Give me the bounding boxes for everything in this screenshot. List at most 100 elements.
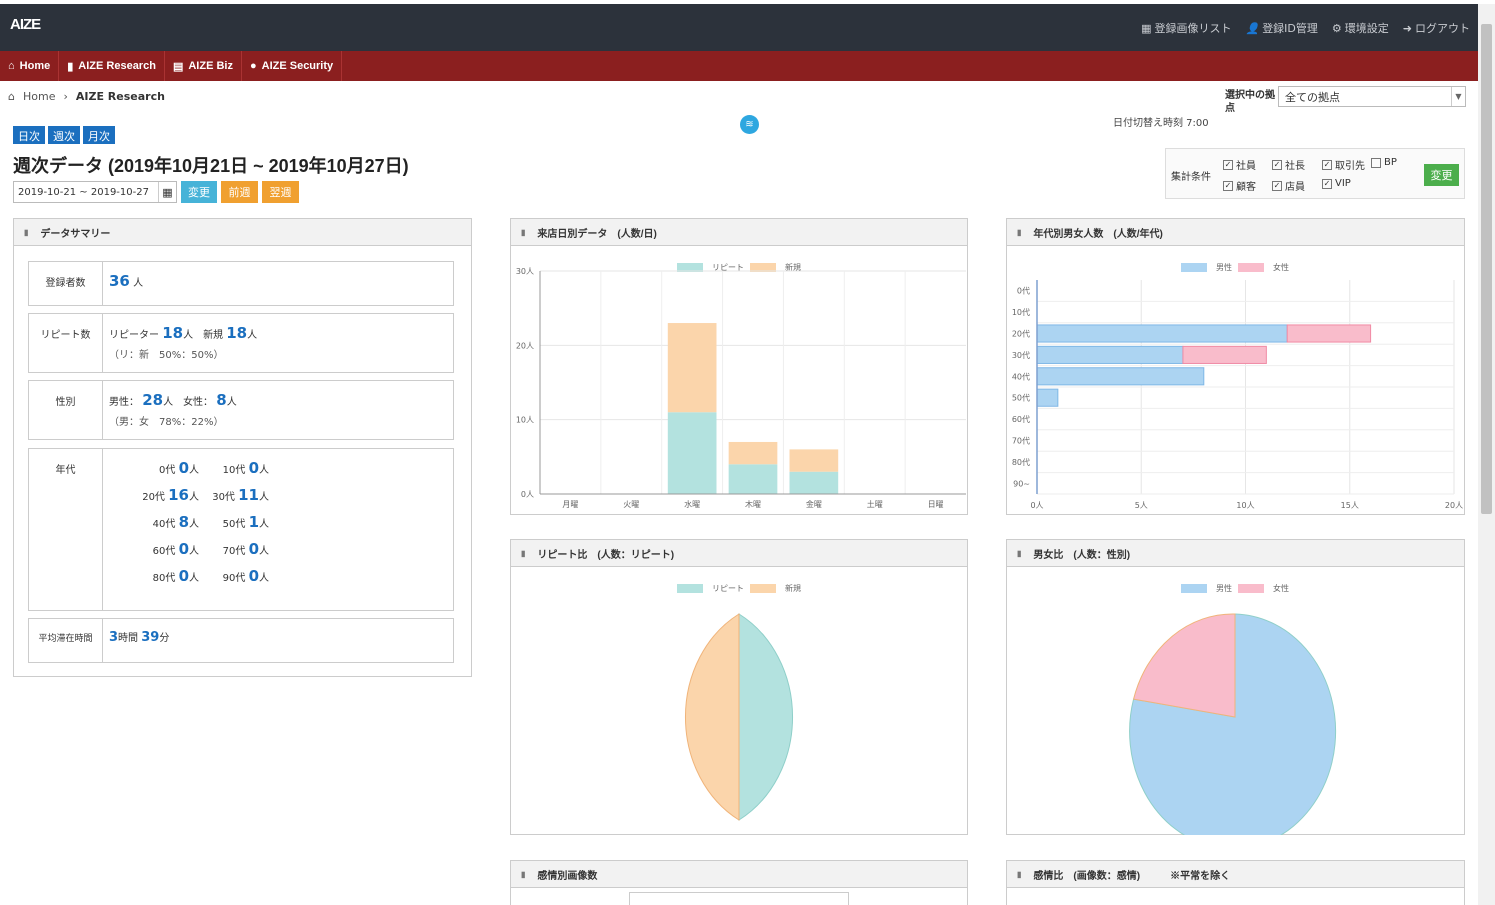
age-cell: 70代 0人 bbox=[222, 540, 269, 558]
id-management-link[interactable]: 👤 登録ID管理 bbox=[1245, 21, 1318, 36]
filter-president[interactable]: ✓ 社長 bbox=[1272, 159, 1305, 172]
pie-slice bbox=[684, 613, 740, 821]
nav-aize-research[interactable]: ▮ AIZE Research bbox=[59, 51, 165, 81]
shield-icon: ● bbox=[249, 60, 257, 72]
site-select[interactable]: 全ての拠点 ▼ bbox=[1278, 86, 1466, 107]
pie-slice bbox=[738, 613, 794, 821]
bar bbox=[728, 441, 778, 465]
filter-bp[interactable]: BP bbox=[1371, 157, 1397, 168]
y-tick-label: 80代 bbox=[1012, 457, 1030, 467]
breadcrumb-current: AIZE Research bbox=[75, 90, 165, 103]
image-list-link[interactable]: ▦ 登録画像リスト bbox=[1141, 21, 1232, 36]
prev-week-button[interactable]: 前週 bbox=[221, 181, 258, 203]
x-tick-label: 土曜 bbox=[867, 499, 883, 509]
legend-new: 新規 bbox=[785, 584, 801, 593]
x-tick-label: 水曜 bbox=[684, 499, 700, 509]
x-tick-label: 火曜 bbox=[623, 500, 639, 509]
legend-female: 女性 bbox=[1273, 263, 1289, 272]
x-tick-label: 日曜 bbox=[928, 500, 944, 509]
main-nav: ⌂ Home ▮ AIZE Research ▤ AIZE Biz ● AIZE Sec… bbox=[0, 51, 1478, 81]
legend-male: 男性 bbox=[1216, 263, 1232, 272]
x-tick-label: 木曜 bbox=[745, 499, 761, 509]
scrollbar-thumb[interactable] bbox=[1481, 24, 1492, 514]
stay-row: 平均滞在時間 3時間 39分 bbox=[28, 618, 454, 663]
tab-daily[interactable]: 日次 bbox=[13, 126, 45, 144]
x-tick-label: 20人 bbox=[1445, 501, 1463, 510]
checkbox-icon: ✓ bbox=[1223, 180, 1233, 191]
breadcrumb-home[interactable]: Home bbox=[22, 90, 56, 103]
bar bbox=[1036, 388, 1059, 407]
registered-count: 36 bbox=[109, 272, 130, 290]
bar bbox=[667, 323, 717, 413]
next-week-button[interactable]: 翌週 bbox=[262, 181, 299, 203]
filter-vip[interactable]: ✓ VIP bbox=[1322, 178, 1351, 189]
tab-monthly[interactable]: 月次 bbox=[83, 126, 115, 144]
bar-chart-icon: ▮ bbox=[1017, 869, 1022, 879]
y-tick-label: 70代 bbox=[1012, 436, 1030, 446]
tab-weekly[interactable]: 週次 bbox=[48, 126, 80, 144]
nav-aize-security[interactable]: ● AIZE Security bbox=[242, 51, 343, 81]
settings-link[interactable]: ⚙ 環境設定 bbox=[1331, 21, 1389, 36]
y-tick-label: 20代 bbox=[1012, 329, 1030, 339]
bar-chart-icon: ▮ bbox=[521, 548, 526, 558]
nav-aize-biz[interactable]: ▤ AIZE Biz bbox=[165, 51, 242, 81]
age-row: 年代 0代 0人 10代 0人 20代 16人 30代 11人 40代 8人 50代 1人… bbox=[28, 448, 454, 611]
page-scrollbar[interactable] bbox=[1478, 4, 1495, 905]
summary-title: データサマリー bbox=[40, 228, 111, 240]
bar-chart-icon: ▮ bbox=[67, 60, 74, 73]
checkbox-icon: ✓ bbox=[1223, 159, 1233, 170]
bar bbox=[789, 471, 839, 494]
y-tick-label: 40代 bbox=[1012, 371, 1030, 381]
bar-chart-icon: ▮ bbox=[1017, 548, 1022, 558]
checkbox-icon: ✓ bbox=[1272, 159, 1282, 170]
apply-filter-button[interactable]: 変更 bbox=[1424, 164, 1459, 186]
filter-customer[interactable]: ✓ 顧客 bbox=[1223, 180, 1256, 193]
chevron-right-icon: › bbox=[63, 90, 68, 103]
bar bbox=[1036, 367, 1205, 386]
change-button[interactable]: 変更 bbox=[181, 181, 217, 203]
age-cell: 30代 11人 bbox=[212, 486, 269, 504]
summary-panel: ▮ データサマリー 登録者数 36 人 リピート数 リピーター 18人 新規 18… bbox=[13, 218, 472, 677]
aize-logo[interactable]: AIZE bbox=[10, 16, 41, 33]
layers-icon[interactable]: ≋ bbox=[740, 115, 759, 134]
age-cell: 10代 0人 bbox=[222, 459, 269, 477]
x-tick-label: 10人 bbox=[1236, 501, 1254, 510]
page-title: 週次データ (2019年10月21日 ~ 2019年10月27日) bbox=[13, 156, 409, 176]
date-range-input[interactable]: 2019-10-21 ~ 2019-10-27 ▦ bbox=[13, 181, 177, 203]
filter-employee[interactable]: ✓ 社員 bbox=[1223, 159, 1256, 172]
age-gender-panel: ▮ 年代別男女人数 (人数/年代) 男性 女性 0人 5人 10人 15人 20人 0代 10代… bbox=[1006, 218, 1465, 515]
x-tick-label: 月曜 bbox=[562, 500, 578, 509]
y-tick-label: 30代 bbox=[1012, 350, 1030, 360]
calendar-icon[interactable]: ▦ bbox=[158, 182, 176, 202]
nav-home[interactable]: ⌂ Home bbox=[0, 51, 60, 81]
calculator-icon: ▤ bbox=[172, 60, 184, 73]
date-switch-time: 日付切替え時刻 7:00 bbox=[1113, 118, 1209, 129]
logout-icon: ➜ bbox=[1402, 21, 1412, 35]
bar bbox=[728, 464, 778, 494]
emotion-images-panel: ▮ 感情別画像数 bbox=[510, 860, 968, 905]
repeat-row: リピート数 リピーター 18人 新規 18人 （リ：新 50%：50%） bbox=[28, 313, 454, 373]
age-cell: 20代 16人 bbox=[142, 486, 199, 504]
bar bbox=[789, 449, 839, 472]
logout-link[interactable]: ➜ ログアウト bbox=[1402, 21, 1470, 36]
checkbox-icon: ✓ bbox=[1322, 159, 1332, 170]
bar-chart-icon: ▮ bbox=[24, 227, 29, 237]
bar-chart-icon: ▮ bbox=[521, 227, 526, 237]
grid-icon: ▦ bbox=[1141, 21, 1152, 35]
y-tick-label: 50代 bbox=[1012, 393, 1030, 403]
x-tick-label: 15人 bbox=[1341, 501, 1359, 510]
bar bbox=[1036, 324, 1288, 343]
gender-pie-chart bbox=[1129, 613, 1337, 835]
y-tick-label: 60代 bbox=[1012, 414, 1030, 424]
age-cell: 60代 0人 bbox=[152, 540, 199, 558]
filter-client[interactable]: ✓ 取引先 bbox=[1322, 159, 1365, 172]
y-tick-label: 90~ bbox=[1013, 479, 1030, 488]
filter-staff[interactable]: ✓ 店員 bbox=[1272, 180, 1305, 193]
checkbox-icon: ✓ bbox=[1322, 178, 1332, 189]
legend-female: 女性 bbox=[1273, 584, 1289, 593]
legend-new: 新規 bbox=[785, 263, 801, 272]
checkbox-icon: ✓ bbox=[1272, 180, 1282, 191]
filter-conditions: 集計条件 ✓ 社員 ✓ 社長 ✓ 取引先 BP ✓ 顧客 ✓ 店員 ✓ VIP 変更 bbox=[1165, 148, 1465, 199]
chevron-down-icon: ▼ bbox=[1451, 87, 1465, 106]
